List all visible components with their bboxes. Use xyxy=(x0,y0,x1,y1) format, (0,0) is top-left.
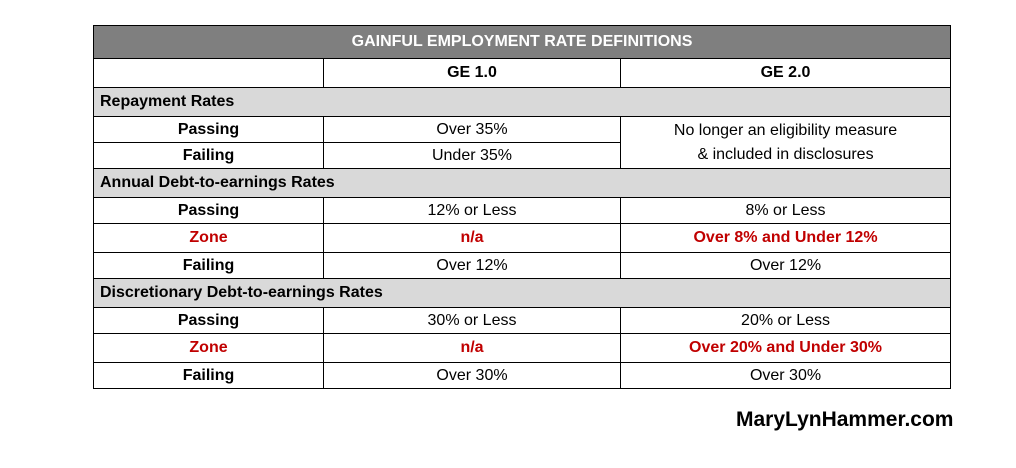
table-row: Passing Over 35% No longer an eligibilit… xyxy=(93,116,952,169)
cell-ge1-repayment-failing: Under 35% xyxy=(323,142,621,169)
row-label-failing: Failing xyxy=(93,362,324,389)
table-row-zone: Zone n/a Over 8% and Under 12% xyxy=(93,223,952,253)
row-label-passing: Passing xyxy=(93,116,324,143)
cell-ge1-annual-failing: Over 12% xyxy=(323,252,621,279)
cell-ge2-annual-passing: 8% or Less xyxy=(619,197,952,224)
cell-ge1-annual-zone: n/a xyxy=(323,223,621,253)
cell-ge1-annual-passing: 12% or Less xyxy=(323,197,621,224)
site-watermark: MaryLynHammer.com xyxy=(736,408,954,431)
table-row: Failing Over 12% Over 12% xyxy=(93,252,952,279)
table-title-row: GAINFUL EMPLOYMENT RATE DEFINITIONS xyxy=(92,25,952,59)
section-row-discretionary: Discretionary Debt-to-earnings Rates xyxy=(92,278,952,308)
table-row-zone: Zone n/a Over 20% and Under 30% xyxy=(93,333,952,363)
cell-ge2-annual-failing: Over 12% xyxy=(619,252,952,279)
row-label-failing: Failing xyxy=(93,252,324,279)
table-row: Failing Over 30% Over 30% xyxy=(93,362,952,389)
gainful-employment-table: GAINFUL EMPLOYMENT RATE DEFINITIONS GE 1… xyxy=(92,25,952,389)
section-heading-discretionary: Discretionary Debt-to-earnings Rates xyxy=(92,278,952,308)
cell-ge2-discretionary-failing: Over 30% xyxy=(619,362,952,389)
table-row: Passing 30% or Less 20% or Less xyxy=(93,307,952,334)
section-heading-annual: Annual Debt-to-earnings Rates xyxy=(92,168,952,198)
column-header-ge1: GE 1.0 xyxy=(323,58,621,88)
cell-ge2-discretionary-passing: 20% or Less xyxy=(619,307,952,334)
column-header-row: GE 1.0 GE 2.0 xyxy=(93,58,952,88)
table-row: Passing 12% or Less 8% or Less xyxy=(93,197,952,224)
ge2-repayment-line2: & included in disclosures xyxy=(697,145,874,163)
cell-ge2-annual-zone: Over 8% and Under 12% xyxy=(619,223,952,253)
row-label-zone: Zone xyxy=(93,223,324,253)
cell-ge1-discretionary-zone: n/a xyxy=(323,333,621,363)
row-label-failing: Failing xyxy=(93,142,324,169)
ge2-repayment-line1: No longer an eligibility measure xyxy=(673,121,898,139)
row-label-passing: Passing xyxy=(93,197,324,224)
table-row: Failing Under 35% xyxy=(93,142,951,169)
row-label-passing: Passing xyxy=(93,307,324,334)
table-title: GAINFUL EMPLOYMENT RATE DEFINITIONS xyxy=(92,25,952,59)
section-row-repayment: Repayment Rates xyxy=(92,87,952,117)
section-heading-repayment: Repayment Rates xyxy=(92,87,952,117)
column-header-empty xyxy=(93,58,324,88)
cell-ge1-repayment-passing: Over 35% xyxy=(323,116,621,143)
cell-ge2-repayment-merged: No longer an eligibility measure & inclu… xyxy=(619,116,952,169)
column-header-ge2: GE 2.0 xyxy=(619,58,952,88)
section-row-annual: Annual Debt-to-earnings Rates xyxy=(92,168,952,198)
cell-ge2-discretionary-zone: Over 20% and Under 30% xyxy=(619,333,952,363)
row-label-zone: Zone xyxy=(93,333,324,363)
cell-ge1-discretionary-passing: 30% or Less xyxy=(323,307,621,334)
cell-ge1-discretionary-failing: Over 30% xyxy=(323,362,621,389)
